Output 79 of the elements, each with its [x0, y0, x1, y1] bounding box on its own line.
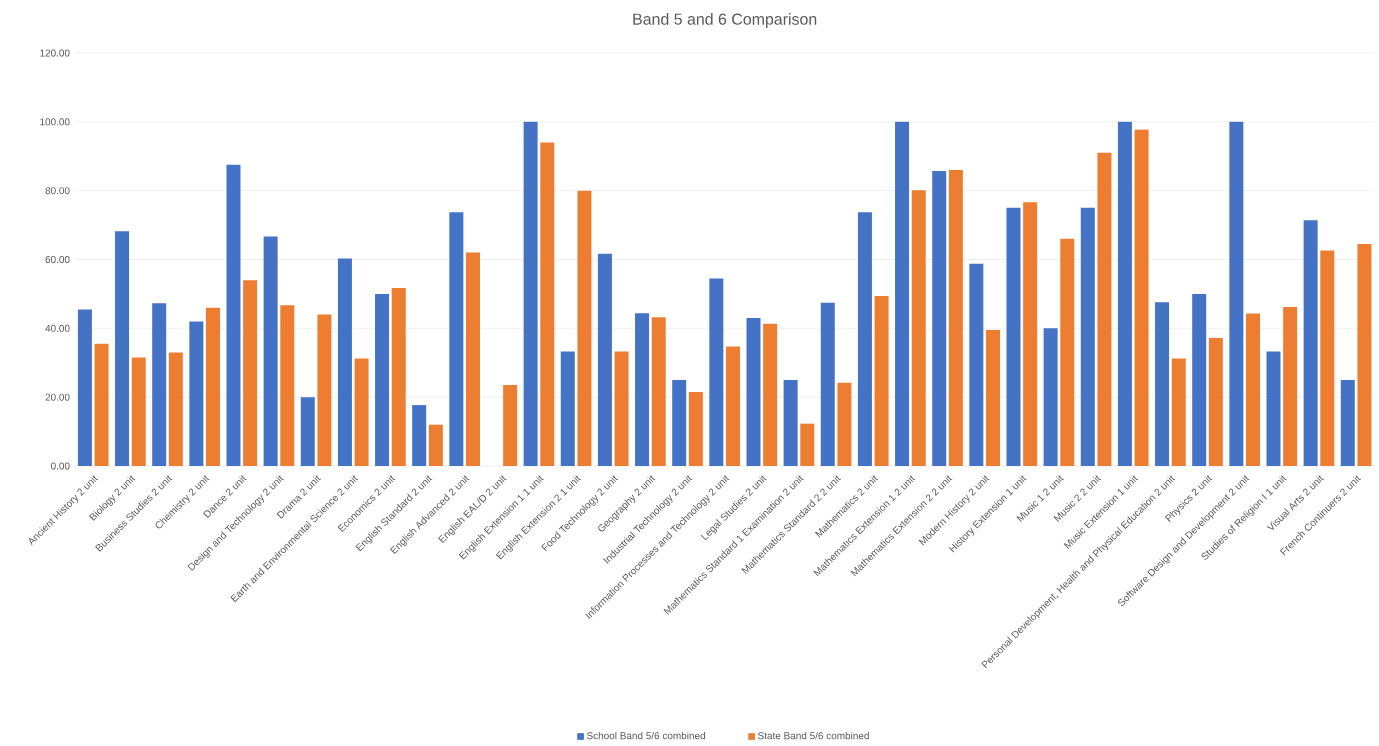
bar — [651, 317, 666, 466]
bar — [746, 318, 761, 466]
bar — [874, 295, 889, 466]
bar — [726, 346, 741, 466]
bar — [77, 309, 92, 466]
bar — [857, 212, 872, 466]
y-tick-label: 40.00 — [45, 324, 70, 332]
bar — [1023, 202, 1038, 466]
bar — [800, 423, 815, 466]
bar — [1155, 302, 1170, 466]
bar — [300, 397, 315, 466]
bar — [1340, 379, 1355, 466]
bar — [1097, 152, 1112, 466]
bar — [837, 382, 852, 466]
bar — [577, 190, 592, 466]
bar — [948, 170, 963, 466]
bar — [911, 190, 926, 466]
bar — [115, 231, 130, 466]
bar — [1283, 306, 1298, 466]
bar — [688, 392, 703, 466]
bar — [337, 258, 352, 466]
bar — [895, 121, 910, 466]
bar — [152, 303, 167, 466]
bar — [449, 212, 464, 466]
bar — [243, 280, 258, 466]
bar — [375, 293, 390, 466]
bar — [94, 343, 109, 466]
y-tick-label: 60.00 — [45, 255, 70, 264]
bar — [763, 323, 778, 466]
bar — [428, 424, 443, 466]
bar — [635, 313, 650, 466]
bar — [986, 330, 1001, 466]
bar — [1208, 337, 1223, 466]
bar — [1117, 121, 1132, 466]
bar — [1080, 207, 1095, 466]
bar — [168, 352, 183, 466]
bar — [614, 351, 629, 466]
bar — [354, 358, 369, 466]
bar — [466, 252, 481, 466]
y-tick-label: 0.00 — [50, 462, 70, 470]
y-tick-label: 80.00 — [45, 187, 70, 195]
bar — [540, 142, 555, 466]
bar — [1006, 207, 1021, 466]
legend-label: School Band 5/6 combined — [586, 731, 705, 740]
y-tick-label: 20.00 — [45, 393, 70, 401]
chart-title: Band 5 and 6 Comparison — [633, 13, 817, 28]
bar — [1266, 351, 1281, 466]
bar — [1246, 313, 1261, 466]
bar — [672, 379, 687, 466]
bar — [189, 321, 204, 466]
y-tick-label: 120.00 — [40, 49, 70, 57]
bar — [1043, 328, 1058, 466]
bar — [523, 121, 538, 466]
bar — [1303, 220, 1318, 466]
bar — [391, 288, 406, 466]
bar — [932, 171, 947, 466]
y-tick-label: 100.00 — [40, 118, 70, 126]
bar — [820, 302, 835, 466]
bar — [1357, 244, 1372, 466]
bar — [280, 305, 295, 466]
bar — [1060, 238, 1075, 466]
bar — [560, 351, 575, 466]
bar — [131, 357, 146, 466]
bar — [597, 253, 612, 466]
bar — [1171, 358, 1186, 466]
bar — [1320, 250, 1335, 466]
bar — [412, 405, 427, 466]
bar — [317, 314, 332, 466]
bar — [226, 164, 241, 466]
bar — [1192, 293, 1207, 466]
bar — [503, 385, 518, 466]
bar — [1229, 121, 1244, 466]
bar — [969, 263, 984, 466]
bar — [1134, 129, 1149, 466]
bar — [783, 379, 798, 466]
bar — [206, 307, 221, 466]
legend-label: State Band 5/6 combined — [758, 731, 869, 740]
bar — [709, 278, 724, 466]
bar — [263, 236, 278, 466]
